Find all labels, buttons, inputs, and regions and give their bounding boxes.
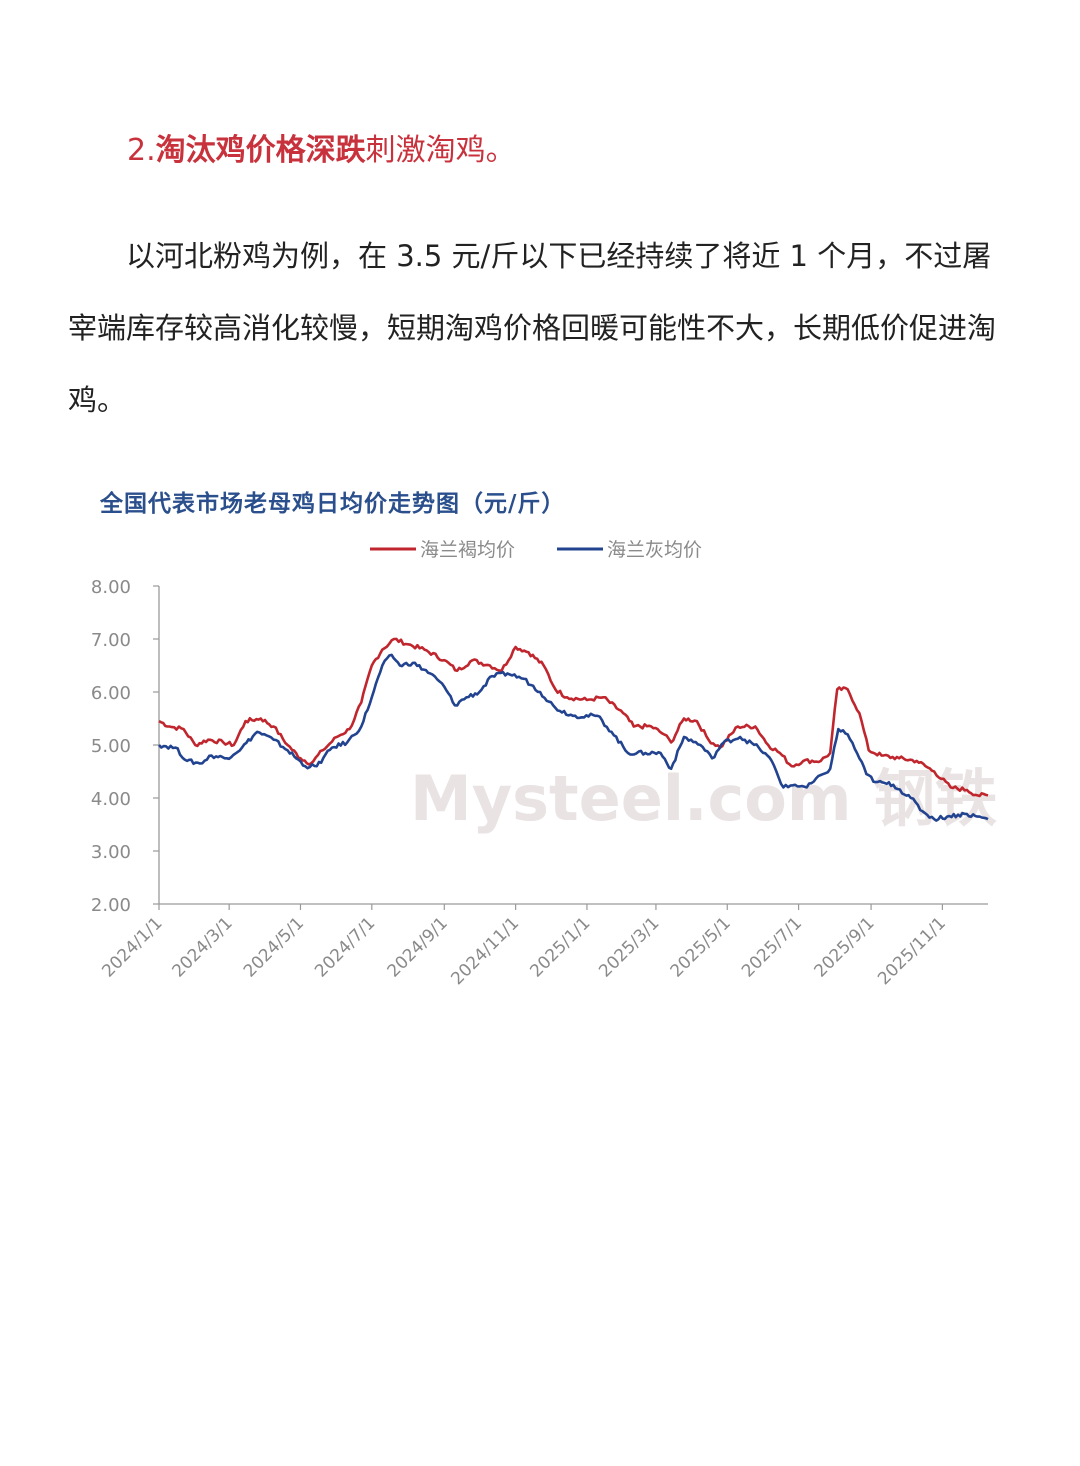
chart-title: 全国代表市场老母鸡日均价走势图（元/斤） bbox=[100, 490, 566, 517]
heading-bold-text: 淘汰鸡价格深跌 bbox=[155, 133, 366, 168]
x-tick-label: 2024/7/1 bbox=[311, 913, 379, 981]
x-tick-label: 2024/9/1 bbox=[384, 913, 452, 981]
y-tick-label: 4.00 bbox=[91, 789, 131, 810]
x-tick-label: 2025/11/1 bbox=[874, 913, 950, 989]
y-tick-label: 2.00 bbox=[91, 895, 131, 916]
series-line-grey bbox=[158, 653, 989, 822]
chart-lines bbox=[158, 637, 989, 822]
x-tick-label: 2024/5/1 bbox=[240, 913, 308, 981]
x-tick-label: 2025/5/1 bbox=[667, 913, 735, 981]
legend-label: 海兰褐均价 bbox=[420, 539, 515, 561]
watermark-text: Mysteel.com 钢铁 bbox=[410, 762, 997, 835]
x-tick-label: 2025/3/1 bbox=[595, 913, 663, 981]
x-tick-label: 2025/7/1 bbox=[738, 913, 806, 981]
chart-legend: 海兰褐均价 海兰灰均价 bbox=[370, 539, 702, 561]
y-tick-label: 7.00 bbox=[91, 630, 131, 651]
y-tick-label: 6.00 bbox=[91, 683, 131, 704]
series-line-brown bbox=[158, 637, 989, 798]
x-tick-label: 2024/11/1 bbox=[447, 913, 523, 989]
x-tick-label: 2024/1/1 bbox=[98, 913, 166, 981]
y-tick-label: 5.00 bbox=[91, 736, 131, 757]
heading-number: 2. bbox=[127, 133, 156, 168]
legend-label: 海兰灰均价 bbox=[607, 539, 702, 561]
mysteel-watermark: Mysteel.com 钢铁 bbox=[410, 762, 997, 835]
line-chart: Mysteel.com 钢铁 海兰褐均价 海兰灰均价 8.00 7.00 6.00 5.… bbox=[91, 539, 997, 989]
section-heading: 2.淘汰鸡价格深跌刺激淘鸡。 bbox=[127, 128, 516, 174]
body-paragraph: 以河北粉鸡为例，在 3.5 元/斤以下已经持续了将近 1 个月，不过屠宰端库存较… bbox=[68, 220, 1018, 436]
x-tick-label: 2025/1/1 bbox=[526, 913, 594, 981]
y-tick-label: 8.00 bbox=[91, 577, 131, 598]
x-tick-label: 2024/3/1 bbox=[169, 913, 237, 981]
y-tick-label: 3.00 bbox=[91, 842, 131, 863]
x-tick-label: 2025/9/1 bbox=[810, 913, 878, 981]
paragraph-text: 以河北粉鸡为例，在 3.5 元/斤以下已经持续了将近 1 个月，不过屠宰端库存较… bbox=[68, 239, 997, 417]
heading-rest-text: 刺激淘鸡。 bbox=[365, 133, 516, 168]
